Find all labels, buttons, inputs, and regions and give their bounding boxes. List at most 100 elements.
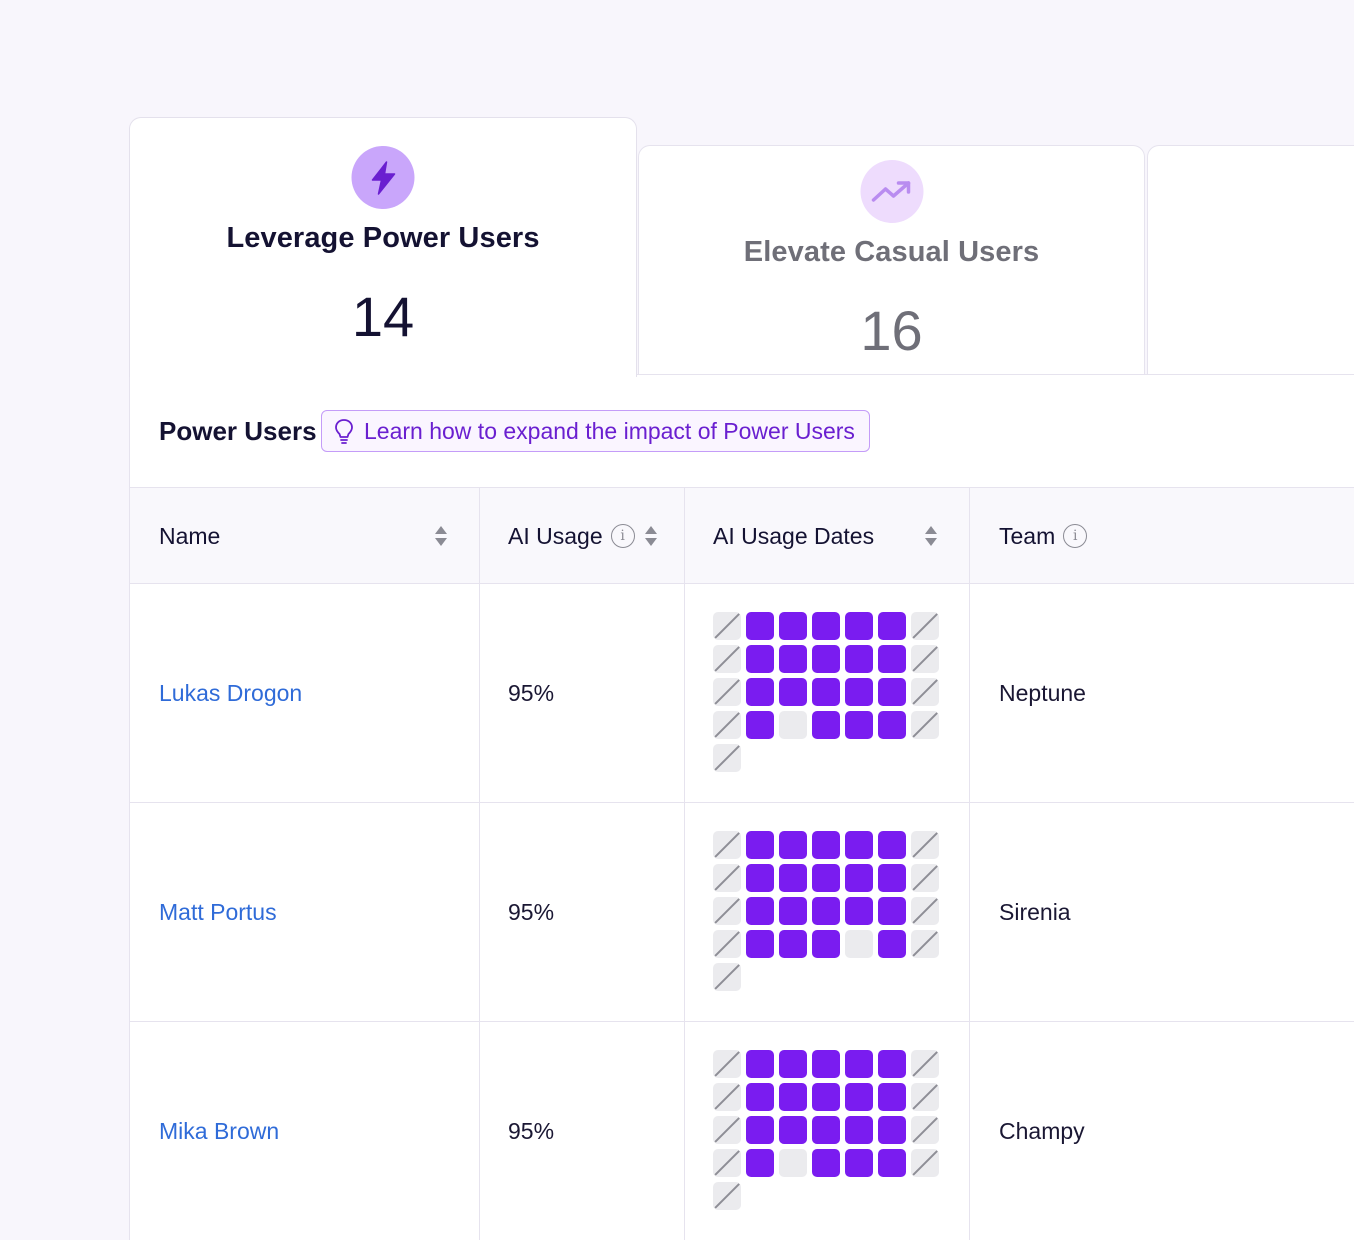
usage-day-unavailable	[911, 831, 939, 859]
usage-day-active	[845, 711, 873, 739]
column-header-name[interactable]: Name	[159, 488, 449, 584]
usage-day-unavailable	[911, 678, 939, 706]
tab-leverage-power-users[interactable]: Leverage Power Users 14	[129, 117, 637, 377]
column-divider	[479, 803, 480, 1021]
usage-day-active	[878, 711, 906, 739]
usage-day-active	[779, 678, 807, 706]
column-divider	[684, 488, 685, 584]
usage-day-active	[812, 1083, 840, 1111]
user-name-link[interactable]: Lukas Drogon	[159, 679, 303, 706]
learn-more-label: Learn how to expand the impact of Power …	[364, 417, 855, 444]
usage-day-active	[845, 645, 873, 673]
usage-day-unavailable	[911, 864, 939, 892]
usage-day-active	[746, 612, 774, 640]
usage-day-unavailable	[713, 1083, 741, 1111]
cell-team: Neptune	[999, 679, 1086, 706]
usage-day-unavailable	[713, 864, 741, 892]
power-users-panel: Power Users Learn how to expand the impa…	[129, 374, 1354, 1240]
usage-day-active	[845, 612, 873, 640]
tab-third-partial[interactable]	[1147, 145, 1354, 375]
usage-day-active	[878, 1050, 906, 1078]
usage-day-active	[845, 678, 873, 706]
usage-day-active	[746, 1050, 774, 1078]
tab-divider	[636, 374, 1354, 375]
column-divider	[479, 1022, 480, 1240]
table-row: Matt Portus 95% Sirenia	[130, 803, 1354, 1022]
table-row: Mika Brown 95% Champy	[130, 1022, 1354, 1240]
column-divider	[684, 1022, 685, 1240]
usage-day-active	[878, 678, 906, 706]
usage-day-active	[812, 831, 840, 859]
column-divider	[969, 1022, 970, 1240]
usage-day-active	[878, 864, 906, 892]
info-icon[interactable]: i	[1063, 524, 1088, 548]
usage-day-active	[812, 612, 840, 640]
usage-day-unavailable	[911, 1083, 939, 1111]
usage-day-active	[878, 831, 906, 859]
tab-title: Elevate Casual Users	[743, 236, 1040, 268]
usage-day-active	[812, 864, 840, 892]
usage-day-unavailable	[911, 711, 939, 739]
usage-day-unavailable	[713, 1116, 741, 1144]
usage-day-active	[746, 831, 774, 859]
column-label: AI Usage Dates	[713, 522, 875, 549]
section-title: Power Users	[159, 416, 317, 446]
usage-day-active	[779, 1116, 807, 1144]
cell-team: Sirenia	[999, 898, 1071, 925]
tab-title: Leverage Power Users	[226, 222, 540, 254]
column-divider	[969, 803, 970, 1021]
usage-day-unavailable	[911, 897, 939, 925]
usage-day-unavailable	[911, 645, 939, 673]
usage-day-active	[779, 612, 807, 640]
cell-ai-usage: 95%	[508, 679, 555, 706]
usage-day-unavailable	[713, 963, 741, 991]
tab-elevate-casual-users[interactable]: Elevate Casual Users 16	[638, 145, 1145, 375]
cell-ai-usage: 95%	[508, 1117, 555, 1144]
column-label: Team	[999, 522, 1056, 549]
sort-icon[interactable]	[923, 524, 939, 548]
usage-day-active	[878, 1116, 906, 1144]
user-name-link[interactable]: Matt Portus	[159, 898, 277, 925]
usage-day-inactive	[779, 1149, 807, 1177]
sort-icon[interactable]	[433, 524, 449, 548]
power-users-table: Name AI Usage i AI Usage Dates	[130, 487, 1354, 1240]
lightning-icon	[371, 160, 395, 195]
column-divider	[969, 584, 970, 802]
usage-day-active	[746, 897, 774, 925]
user-name-link[interactable]: Mika Brown	[159, 1117, 280, 1144]
usage-day-active	[779, 864, 807, 892]
column-label: AI Usage	[508, 522, 603, 549]
column-divider	[969, 488, 970, 584]
column-header-team[interactable]: Team i	[999, 488, 1088, 584]
usage-day-active	[812, 645, 840, 673]
usage-day-active	[845, 1149, 873, 1177]
usage-day-active	[812, 1149, 840, 1177]
column-header-ai-usage[interactable]: AI Usage i	[508, 488, 659, 584]
usage-day-active	[746, 1116, 774, 1144]
column-label: Name	[159, 522, 221, 549]
trending-up-icon	[871, 180, 911, 202]
usage-day-unavailable	[713, 831, 741, 859]
tab-count: 16	[860, 299, 923, 362]
usage-day-unavailable	[713, 1182, 741, 1210]
usage-day-unavailable	[911, 1116, 939, 1144]
usage-day-active	[746, 864, 774, 892]
info-icon[interactable]: i	[610, 524, 635, 548]
usage-day-active	[812, 678, 840, 706]
usage-day-inactive	[845, 930, 873, 958]
table-body: Lukas Drogon 95% Neptune Matt Portus 95% Sire…	[130, 584, 1354, 1240]
usage-day-unavailable	[713, 930, 741, 958]
usage-day-active	[845, 831, 873, 859]
sort-icon[interactable]	[643, 524, 659, 548]
tab-icon-circle	[860, 160, 923, 223]
usage-day-active	[878, 612, 906, 640]
learn-more-button[interactable]: Learn how to expand the impact of Power …	[321, 410, 870, 452]
column-header-ai-usage-dates[interactable]: AI Usage Dates	[713, 488, 939, 584]
column-divider	[479, 488, 480, 584]
usage-day-unavailable	[713, 744, 741, 772]
usage-day-active	[779, 897, 807, 925]
usage-day-active	[746, 711, 774, 739]
usage-day-active	[845, 864, 873, 892]
usage-day-unavailable	[713, 1149, 741, 1177]
usage-day-unavailable	[911, 612, 939, 640]
